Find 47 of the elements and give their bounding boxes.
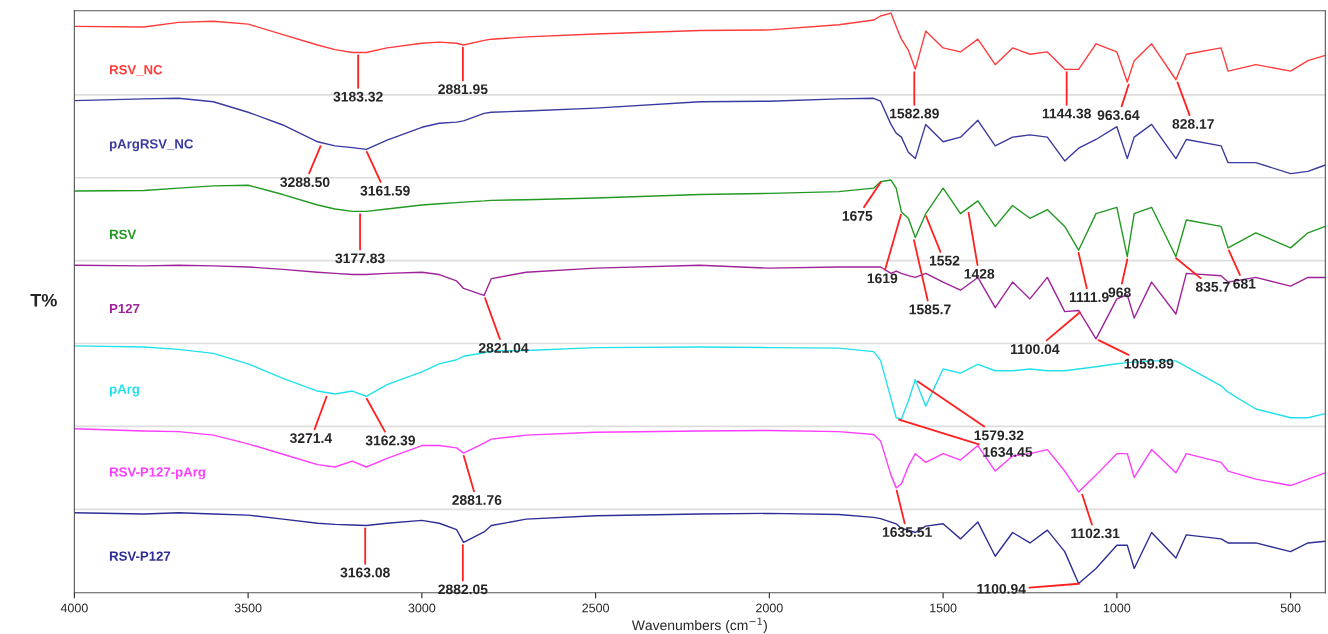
annotation: 3177.83 xyxy=(335,253,385,264)
annotation: 3271.4 xyxy=(289,433,333,444)
annotation: 1059.89 xyxy=(1124,358,1174,369)
x-tick-label: 3500 xyxy=(234,603,262,613)
x-tick-label: 500 xyxy=(1280,603,1301,613)
annotation: 3288.50 xyxy=(280,177,330,188)
x-tick-label: 3000 xyxy=(408,603,436,613)
annotation: 1634.45 xyxy=(983,447,1033,457)
annotation: 1585.7 xyxy=(909,304,951,315)
annotation: 1552 xyxy=(929,255,960,266)
y-axis-title: T% xyxy=(30,293,57,307)
annotation: 2882.05 xyxy=(438,584,488,595)
x-tick-label: 1500 xyxy=(930,603,957,613)
text: pArgRSV_NC xyxy=(109,139,194,152)
x-tick-label: 4000 xyxy=(60,603,88,613)
x-tick-label: 1000 xyxy=(1103,603,1131,613)
annotation: 1582.89 xyxy=(890,108,939,119)
text: pArg xyxy=(109,384,139,397)
annotation: 1428 xyxy=(964,268,995,279)
annotation: 3183.32 xyxy=(333,91,383,102)
text: RSV-P127-pArg xyxy=(109,467,205,480)
text: P127 xyxy=(109,303,140,314)
annotation: 681 xyxy=(1233,278,1256,289)
annotation: 1111.9 xyxy=(1069,292,1109,303)
text: RSV_NC xyxy=(109,65,163,76)
annotation: 3163.08 xyxy=(340,567,390,578)
x-tick-label: 2000 xyxy=(756,603,783,613)
annotation: 3161.59 xyxy=(360,185,410,196)
annotation: 1100.94 xyxy=(977,583,1026,594)
annotation: 1579.32 xyxy=(974,430,1024,441)
x-axis-title: Wavenumbers (cm$^{−1}$) xyxy=(631,617,767,633)
x-tick-label: 2500 xyxy=(582,603,610,613)
annotation: 1619 xyxy=(867,273,898,284)
annotation: 828.17 xyxy=(1172,119,1214,129)
text: RSV-P127 xyxy=(109,551,171,561)
annotation: 1100.04 xyxy=(1011,344,1060,355)
annotation: 1144.38 xyxy=(1042,108,1091,119)
annotation: 835.7 xyxy=(1195,281,1230,292)
annotation: 2881.76 xyxy=(452,495,502,505)
annotation: 1635.51 xyxy=(882,527,932,537)
annotation: 3162.39 xyxy=(365,435,416,446)
annotation: 963.64 xyxy=(1097,110,1140,121)
annotation: 1675 xyxy=(842,210,873,221)
annotation: 1102.31 xyxy=(1071,528,1120,539)
text: RSV xyxy=(109,229,137,240)
annotation: 2881.95 xyxy=(438,84,488,95)
annotation: 968 xyxy=(1108,287,1131,298)
